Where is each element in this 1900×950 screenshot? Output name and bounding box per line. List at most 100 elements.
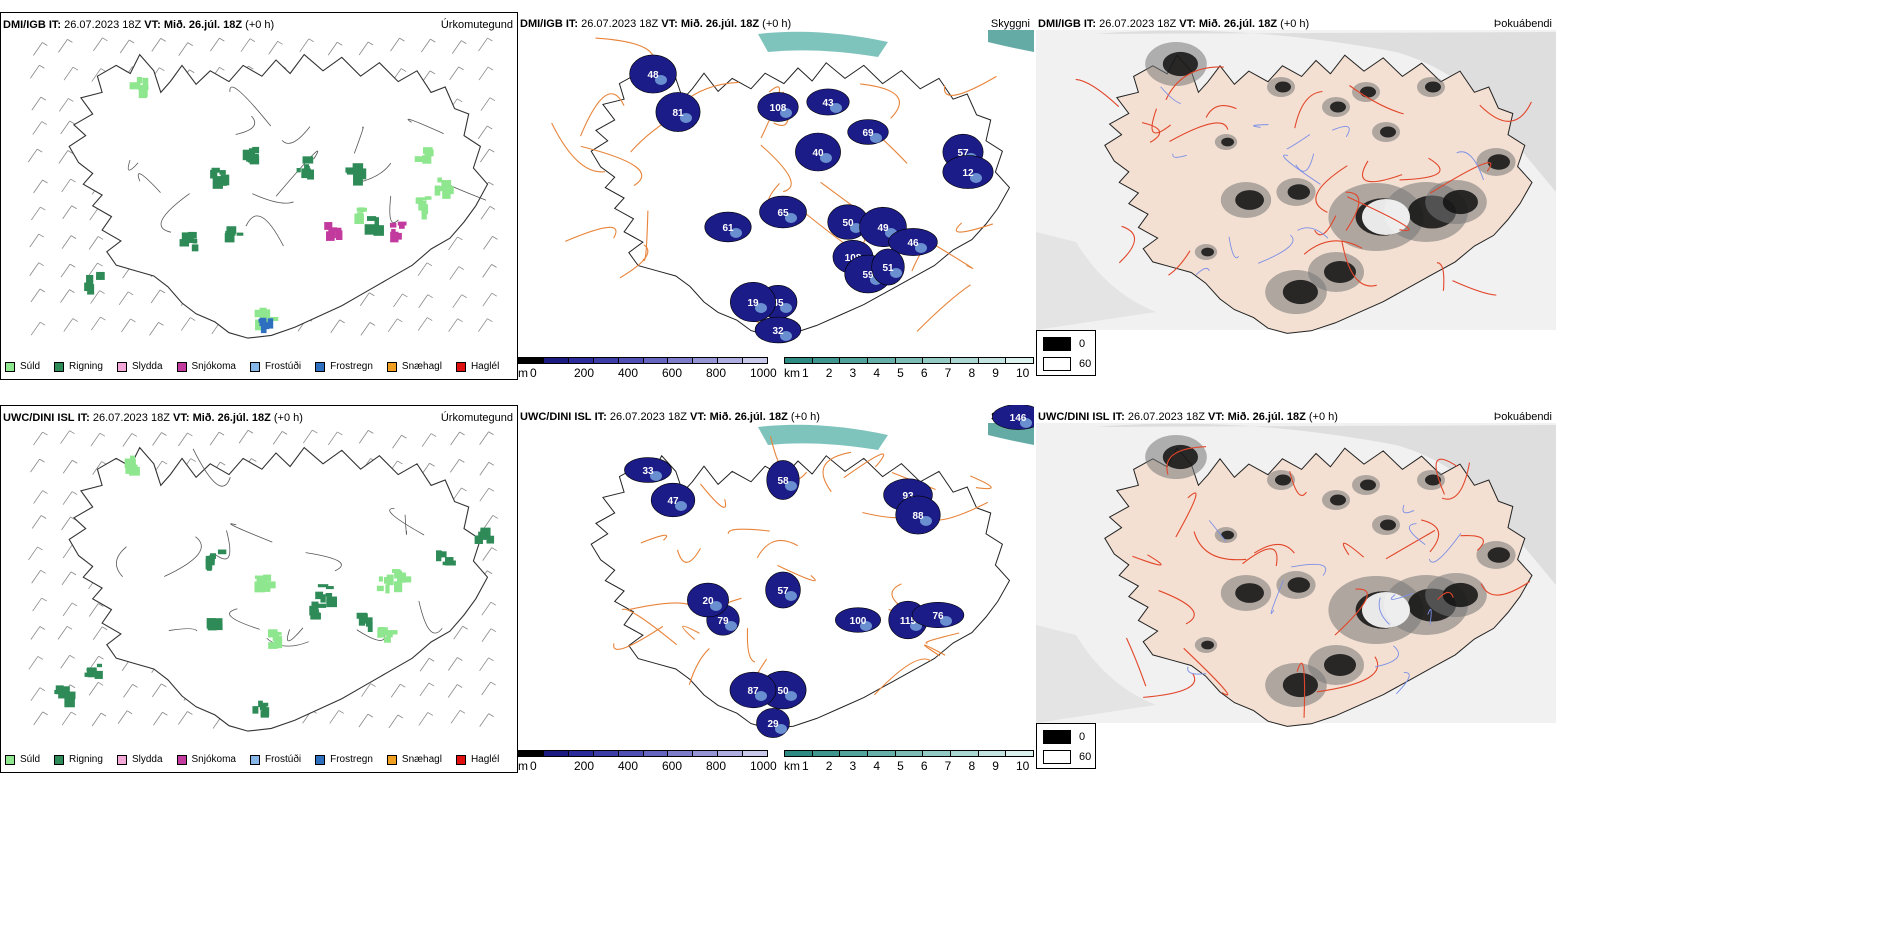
precip-legend-item: Haglél (455, 361, 499, 372)
wind-barb (58, 39, 73, 53)
fog-cell (1417, 470, 1445, 490)
iceland-outline (68, 53, 489, 339)
road (1183, 647, 1229, 696)
wind-barb (30, 64, 45, 79)
wind-barb (479, 713, 494, 727)
road (1169, 122, 1229, 142)
wind-barb (31, 569, 46, 584)
colorbar-strip (784, 750, 1034, 757)
model-name: DMI/IGB (1038, 18, 1081, 30)
wind-barb (299, 38, 315, 53)
visibility-cell: 50 (827, 204, 869, 240)
visibility-value: 57 (957, 148, 969, 159)
fog-cell (1322, 490, 1350, 510)
river (1286, 134, 1311, 150)
fog-legend-swatch (1043, 730, 1071, 744)
wind-barb (480, 148, 495, 163)
precip-cell (252, 700, 270, 718)
colorbar-tick: 9 (992, 759, 999, 773)
region-boundary (389, 507, 425, 536)
colorbar-tick: 7 (944, 759, 952, 773)
fog-legend-label: 60 (1079, 751, 1092, 763)
wind-barb (452, 487, 467, 502)
fog-cell (1194, 637, 1218, 653)
fog-index-panel: DMI/IGB IT: 26.07.2023 18Z VT: Mið. 26.j… (1036, 12, 1556, 382)
visibility-value: 32 (772, 326, 784, 337)
visibility-cell: 46 (888, 228, 938, 256)
colorbar-bin (1006, 751, 1034, 756)
wind-barb (482, 264, 497, 278)
colorbar-bin (785, 358, 813, 363)
precip-type-panel: UWC/DINI ISL IT: 26.07.2023 18Z VT: Mið.… (0, 405, 518, 773)
road (1242, 548, 1278, 567)
visibility-value: 69 (862, 128, 874, 139)
wind-barb (481, 681, 496, 696)
colorbar-bin (812, 751, 841, 756)
road (1165, 66, 1224, 100)
wind-barb (30, 288, 46, 303)
colorbar-bin (812, 358, 841, 363)
wind-barb (62, 205, 77, 219)
precip-cell (224, 226, 244, 243)
colorbar-tick: 3 (849, 759, 857, 773)
wind-barb (452, 294, 467, 308)
legend-swatch (455, 754, 466, 765)
colorbar-bin (668, 751, 694, 756)
road (1441, 462, 1471, 500)
road (1296, 662, 1306, 718)
road (727, 528, 770, 534)
road (746, 628, 756, 663)
lead-time: (+0 h) (273, 412, 303, 424)
wind-barb (58, 98, 74, 112)
visibility-cell: 69 (847, 119, 889, 145)
colorbar-tick: 8 (968, 759, 976, 773)
road (1437, 591, 1454, 600)
region-boundary (229, 86, 272, 127)
wind-barb (30, 321, 46, 336)
it-value: 26.07.2023 18Z (1099, 18, 1177, 30)
legend-swatch (386, 361, 397, 372)
precip-cell (364, 216, 384, 236)
it-value: 26.07.2023 18Z (609, 411, 687, 423)
wind-barb (30, 206, 46, 221)
colorbar-bin (895, 751, 924, 756)
road (1479, 101, 1532, 122)
colorbar-tick: 1 (802, 759, 809, 773)
wind-barb (29, 262, 44, 276)
precip-cell (129, 76, 149, 99)
precip-legend-item: Frostregn (315, 361, 373, 372)
panel-header: UWC/DINI ISL IT: 26.07.2023 18Z VT: Mið.… (520, 411, 820, 423)
fog-cell (1425, 180, 1487, 224)
region-boundary (287, 627, 304, 642)
wind-barb (418, 712, 434, 726)
wind-barb (358, 713, 374, 728)
colorbar-bin (868, 358, 896, 363)
wind-barb (447, 657, 463, 671)
wind-barb (61, 571, 77, 586)
river (1295, 153, 1315, 172)
road (1429, 162, 1492, 194)
it-label: IT: (48, 19, 62, 31)
wind-barb (153, 711, 168, 726)
wind-barb (60, 289, 75, 303)
colorbar-bin (693, 751, 719, 756)
colorbar-tick: 600 (662, 759, 683, 773)
colorbar-tick: 5 (897, 759, 904, 773)
wind-barb (91, 712, 107, 727)
wind-barb (27, 148, 43, 163)
wind-barb (387, 318, 403, 333)
colorbar-tick: 10 (1016, 759, 1030, 773)
road (943, 75, 997, 96)
visibility-value: 51 (882, 263, 894, 274)
colorbar-tick: 10 (1016, 366, 1030, 380)
panel-header: DMI/IGB IT: 26.07.2023 18Z VT: Mið. 26.j… (1038, 18, 1309, 30)
vt-value: Mið. 26.júl. 18Z (680, 18, 760, 30)
colorbar-tick: 4 (873, 759, 881, 773)
visibility-colorbar-km: km 1 2 3 4 5 6 7 8 9 10 (784, 357, 1034, 381)
wind-barb (149, 322, 164, 336)
region-boundary (160, 193, 190, 233)
wind-barb (482, 292, 497, 307)
road (1303, 240, 1363, 255)
river (1390, 593, 1413, 600)
